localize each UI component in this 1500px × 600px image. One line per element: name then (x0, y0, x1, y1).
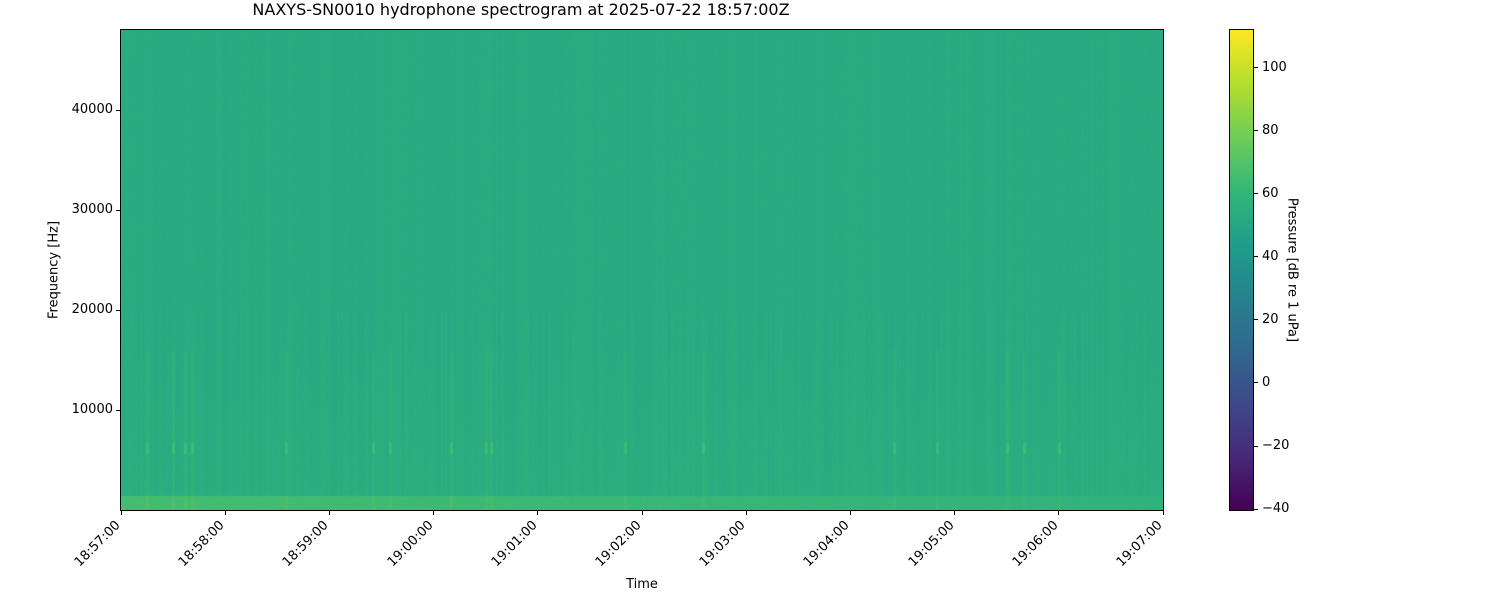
colorbar-tick-label: 40 (1262, 248, 1279, 264)
chart-title: NAXYS-SN0010 hydrophone spectrogram at 2… (252, 0, 790, 19)
x-tick (120, 510, 122, 515)
x-tick-label: 18:58:00 (175, 518, 228, 570)
colorbar-tick (1253, 382, 1258, 384)
colorbar-tick-label: 20 (1262, 311, 1279, 327)
x-tick-label: 18:57:00 (71, 518, 124, 570)
colorbar-tick (1253, 508, 1258, 510)
colorbar-tick (1253, 319, 1258, 321)
colorbar (1230, 30, 1253, 510)
x-tick-label: 19:02:00 (592, 518, 645, 570)
x-tick-label: 19:05:00 (905, 518, 958, 570)
plot-frame (120, 29, 1164, 511)
y-tick (116, 309, 121, 311)
y-tick-label: 20000 (71, 302, 113, 317)
x-tick (954, 510, 956, 515)
y-tick (116, 109, 121, 111)
spectrogram-image (121, 30, 1163, 510)
x-tick-label: 18:59:00 (280, 518, 332, 570)
y-tick-label: 30000 (71, 202, 113, 217)
x-tick (745, 510, 747, 515)
x-tick (641, 510, 643, 515)
x-tick (224, 510, 226, 515)
y-tick (116, 209, 121, 211)
y-tick-label: 10000 (71, 402, 113, 417)
colorbar-tick-label: 100 (1262, 59, 1287, 75)
x-tick (328, 510, 330, 515)
y-tick (116, 409, 121, 411)
colorbar-tick (1253, 445, 1258, 447)
colorbar-tick (1253, 67, 1258, 69)
colorbar-tick (1253, 256, 1258, 258)
x-tick (1162, 510, 1164, 515)
x-tick-label: 19:01:00 (488, 518, 541, 570)
x-tick (1058, 510, 1060, 515)
x-tick-label: 19:07:00 (1113, 518, 1166, 570)
x-tick-label: 19:04:00 (801, 518, 853, 570)
x-tick-label: 19:00:00 (384, 518, 437, 570)
x-tick-label: 19:06:00 (1009, 518, 1062, 570)
x-tick (849, 510, 851, 515)
colorbar-frame (1229, 29, 1254, 511)
y-axis-label: Frequency [Hz] (46, 220, 62, 320)
colorbar-tick-label: 60 (1262, 185, 1279, 201)
x-tick-label: 19:03:00 (696, 518, 749, 570)
colorbar-label: Pressure [dB re 1 uPa] (1284, 197, 1300, 343)
colorbar-tick-label: 0 (1262, 374, 1271, 390)
colorbar-tick (1253, 193, 1258, 195)
x-tick (433, 510, 435, 515)
colorbar-tick-label: −20 (1262, 438, 1290, 454)
colorbar-tick (1253, 130, 1258, 132)
colorbar-tick-label: −40 (1262, 501, 1290, 517)
y-tick-label: 40000 (71, 102, 113, 117)
x-axis-label: Time (626, 577, 658, 592)
x-tick (537, 510, 539, 515)
colorbar-tick-label: 80 (1262, 122, 1279, 138)
